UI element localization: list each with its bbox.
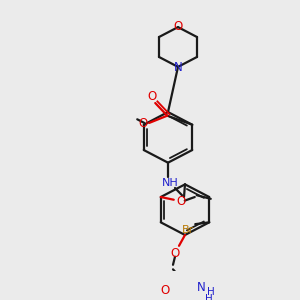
Text: NH: NH [162, 178, 178, 188]
Text: O: O [176, 195, 185, 208]
Text: O: O [170, 247, 180, 260]
Text: N: N [174, 61, 182, 74]
Text: O: O [160, 284, 169, 297]
Text: Br: Br [182, 225, 194, 235]
Text: O: O [139, 117, 148, 130]
Text: H: H [205, 294, 213, 300]
Text: N: N [196, 281, 206, 294]
Text: O: O [173, 20, 183, 33]
Text: H: H [207, 287, 215, 297]
Text: O: O [148, 90, 157, 103]
